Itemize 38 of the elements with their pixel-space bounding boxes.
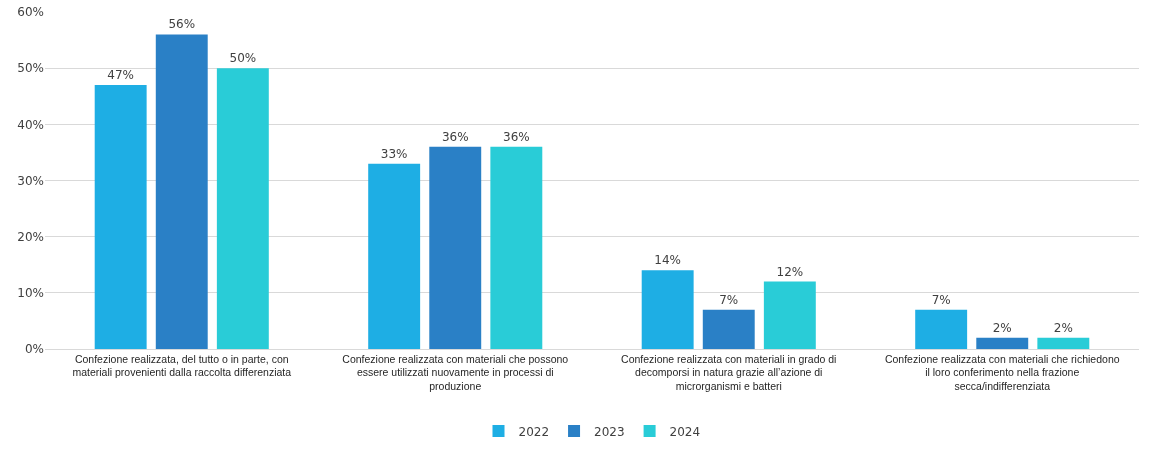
- data-label: 14%: [654, 253, 682, 268]
- data-label: 56%: [168, 17, 196, 32]
- bar: [915, 309, 968, 349]
- legend-label: 2024: [669, 424, 701, 439]
- x-tick-label: Confezione realizzata con materiali che possono essere utilizzati nuovamente in processi di produzione: [342, 352, 569, 392]
- y-tick-label: 60%: [17, 5, 44, 20]
- data-label: 36%: [502, 129, 530, 144]
- x-tick-label: Confezione realizzata, del tutto o in parte, con materiali provenienti dalla raccolta differenziata: [72, 352, 292, 379]
- y-tick-label: 10%: [17, 286, 44, 301]
- data-label: 2%: [1053, 320, 1073, 335]
- y-tick-label: 50%: [17, 61, 44, 76]
- bar: [94, 85, 147, 349]
- legend-label: 2023: [594, 424, 625, 439]
- x-tick-label: Confezione realizzata con materiali in grado di decomporsi in natura grazie all’azione di microrganismi e batteri: [621, 352, 837, 392]
- bar: [490, 146, 543, 349]
- bar: [1037, 337, 1090, 349]
- bar: [763, 281, 816, 349]
- y-tick-label: 30%: [17, 173, 44, 188]
- bar: [429, 146, 482, 349]
- y-tick-label: 40%: [17, 117, 44, 132]
- data-label: 36%: [441, 129, 469, 144]
- bar: [976, 337, 1029, 349]
- data-label: 7%: [931, 292, 951, 307]
- y-tick-label: 0%: [24, 342, 44, 357]
- bar: [368, 163, 421, 349]
- bar: [641, 270, 694, 349]
- data-label: 33%: [380, 146, 408, 161]
- data-label: 7%: [719, 292, 739, 307]
- data-label: 50%: [229, 51, 257, 66]
- legend-label: 2022: [518, 424, 550, 439]
- data-label: 47%: [107, 68, 135, 83]
- data-label: 2%: [992, 320, 1012, 335]
- bar: [702, 309, 755, 349]
- x-tick-label: Confezione realizzata con materiali che richiedono il loro conferimento nella frazione secca/indifferenziata: [884, 352, 1120, 392]
- bar: [216, 68, 269, 349]
- bar: [155, 34, 208, 349]
- y-tick-label: 20%: [17, 229, 44, 244]
- data-label: 12%: [776, 264, 804, 279]
